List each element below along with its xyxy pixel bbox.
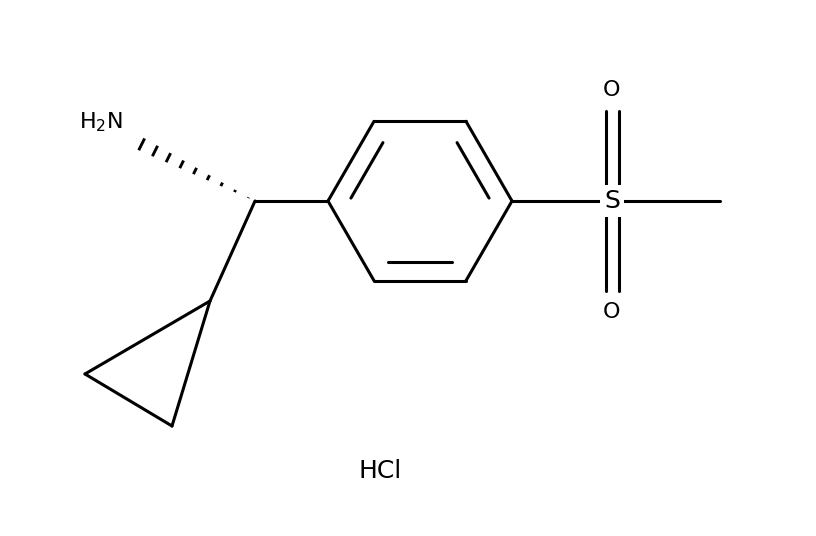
- Text: H$_2$N: H$_2$N: [79, 110, 123, 134]
- Text: O: O: [603, 302, 621, 322]
- Text: O: O: [603, 80, 621, 100]
- Text: HCl: HCl: [358, 459, 401, 483]
- Text: S: S: [604, 189, 620, 213]
